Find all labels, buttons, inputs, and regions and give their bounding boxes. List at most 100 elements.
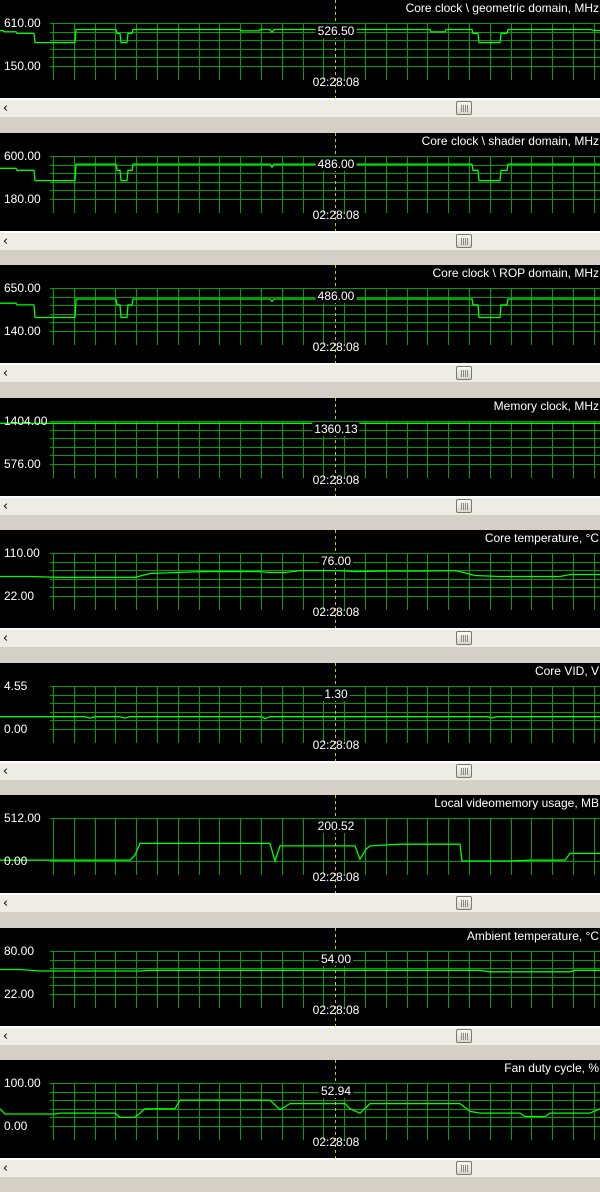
graph-canvas: [0, 0, 600, 98]
graph-area: Fan duty cycle, % 100.00 0.00 52.94 02:28:08: [0, 1060, 600, 1158]
grip-icon: [461, 370, 468, 377]
graph-trace: [0, 968, 600, 973]
panel-gap: [0, 250, 600, 265]
graph-min-value: 22.00: [4, 589, 35, 603]
horizontal-scrollbar[interactable]: ‹: [0, 762, 600, 781]
graph-grid: [50, 1083, 600, 1140]
graph-max-value: 600.00: [4, 149, 41, 163]
arrow-left-icon[interactable]: ‹: [2, 631, 9, 646]
horizontal-scrollbar[interactable]: ‹: [0, 1159, 600, 1178]
horizontal-scrollbar[interactable]: ‹: [0, 1027, 600, 1046]
arrow-left-icon[interactable]: ‹: [2, 896, 9, 911]
graph-trace: [0, 28, 600, 44]
graph-area: Core temperature, °C 110.00 22.00 76.00 02:2…: [0, 530, 600, 628]
graph-grid: [50, 23, 600, 80]
scroll-thumb[interactable]: [456, 896, 472, 910]
graph-max-value: 1404.00: [4, 414, 48, 428]
graph-current-value: 526.50: [315, 24, 357, 38]
graph-min-value: 22.00: [4, 987, 35, 1001]
graph-max-value: 80.00: [4, 944, 35, 958]
panel-gap: [0, 515, 600, 530]
graph-current-value: 52.94: [318, 1084, 354, 1098]
graph-trace: [0, 298, 600, 319]
graph-trace: [0, 569, 600, 579]
graph-current-value: 200.52: [315, 819, 357, 833]
horizontal-scrollbar[interactable]: ‹: [0, 497, 600, 516]
grip-icon: [461, 238, 468, 245]
graph-area: Local videomemory usage, MB 512.00 0.00 200…: [0, 795, 600, 893]
graph-title: Local videomemory usage, MB: [434, 796, 599, 810]
grip-icon: [461, 503, 468, 510]
graph-cursor-time: 02:28:08: [312, 340, 360, 354]
graph-min-value: 140.00: [4, 324, 41, 338]
graph-panel: Core temperature, °C 110.00 22.00 76.00 02:2…: [0, 530, 600, 662]
graph-cursor-time: 02:28:08: [312, 75, 360, 89]
scroll-thumb[interactable]: [456, 366, 472, 380]
arrow-left-icon[interactable]: ‹: [2, 234, 9, 249]
panel-gap: [0, 912, 600, 927]
graph-title: Core VID, V: [534, 664, 599, 678]
graph-min-value: 576.00: [4, 457, 41, 471]
graph-current-value: 1.30: [322, 687, 350, 701]
grip-icon: [461, 1165, 468, 1172]
graph-panel: Ambient temperature, °C 80.00 22.00 54.00 02…: [0, 928, 600, 1060]
graph-max-value: 610.00: [4, 16, 41, 30]
graph-current-value: 76.00: [318, 554, 354, 568]
graph-area: Ambient temperature, °C 80.00 22.00 54.00 02…: [0, 928, 600, 1026]
graph-area: Memory clock, MHz 1404.00 576.00 1360.13 02:…: [0, 398, 600, 496]
graph-cursor-time: 02:28:08: [312, 1003, 360, 1017]
arrow-left-icon[interactable]: ‹: [2, 764, 9, 779]
graph-current-value: 54.00: [318, 952, 354, 966]
scroll-thumb[interactable]: [456, 1029, 472, 1043]
grip-icon: [461, 635, 468, 642]
horizontal-scrollbar[interactable]: ‹: [0, 99, 600, 118]
grip-icon: [461, 768, 468, 775]
arrow-left-icon[interactable]: ‹: [2, 101, 9, 116]
graph-panel: Core clock \ geometric domain, MHz 610.00…: [0, 0, 600, 132]
graph-min-value: 0.00: [4, 1119, 28, 1133]
arrow-left-icon[interactable]: ‹: [2, 499, 9, 514]
arrow-left-icon[interactable]: ‹: [2, 1161, 9, 1176]
graph-area: Core clock \ shader domain, MHz 600.00 180…: [0, 133, 600, 231]
panel-gap: [0, 117, 600, 132]
graph-current-value: 486.00: [315, 289, 357, 303]
panel-gap: [0, 647, 600, 662]
horizontal-scrollbar[interactable]: ‹: [0, 894, 600, 913]
graph-cursor-time: 02:28:08: [312, 605, 360, 619]
graph-cursor-time: 02:28:08: [312, 870, 360, 884]
graph-cursor-time: 02:28:08: [312, 1135, 360, 1149]
horizontal-scrollbar[interactable]: ‹: [0, 629, 600, 648]
arrow-left-icon[interactable]: ‹: [2, 1029, 9, 1044]
graph-title: Core clock \ geometric domain, MHz: [405, 1, 599, 15]
graph-canvas: [0, 795, 600, 893]
scroll-thumb[interactable]: [456, 101, 472, 115]
graph-area: Core clock \ geometric domain, MHz 610.00…: [0, 0, 600, 98]
scroll-thumb[interactable]: [456, 234, 472, 248]
graph-area: Core VID, V 4.55 0.00 1.30 02:28:08: [0, 663, 600, 761]
panel-gap: [0, 1177, 600, 1192]
scroll-thumb[interactable]: [456, 631, 472, 645]
horizontal-scrollbar[interactable]: ‹: [0, 232, 600, 251]
graph-max-value: 512.00: [4, 811, 41, 825]
graph-panel: Fan duty cycle, % 100.00 0.00 52.94 02:28:08…: [0, 1060, 600, 1192]
graph-panel: Core VID, V 4.55 0.00 1.30 02:28:08 ‹: [0, 663, 600, 795]
graph-title: Core temperature, °C: [484, 531, 599, 545]
graph-panel: Core clock \ ROP domain, MHz 650.00 140.00…: [0, 265, 600, 397]
graph-min-value: 180.00: [4, 192, 41, 206]
arrow-left-icon[interactable]: ‹: [2, 366, 9, 381]
graph-max-value: 110.00: [4, 546, 40, 560]
graph-title: Core clock \ ROP domain, MHz: [432, 266, 600, 280]
horizontal-scrollbar[interactable]: ‹: [0, 364, 600, 383]
graph-canvas: [0, 1060, 600, 1158]
graph-area: Core clock \ ROP domain, MHz 650.00 140.00…: [0, 265, 600, 363]
graph-panel: Memory clock, MHz 1404.00 576.00 1360.13 02:…: [0, 398, 600, 530]
graph-title: Memory clock, MHz: [493, 399, 599, 413]
graph-current-value: 1360.13: [312, 422, 360, 436]
graph-grid: [50, 686, 600, 743]
scroll-thumb[interactable]: [456, 499, 472, 513]
scroll-thumb[interactable]: [456, 1161, 472, 1175]
graph-cursor-time: 02:28:08: [312, 208, 360, 222]
scroll-thumb[interactable]: [456, 764, 472, 778]
graph-max-value: 4.55: [4, 679, 28, 693]
